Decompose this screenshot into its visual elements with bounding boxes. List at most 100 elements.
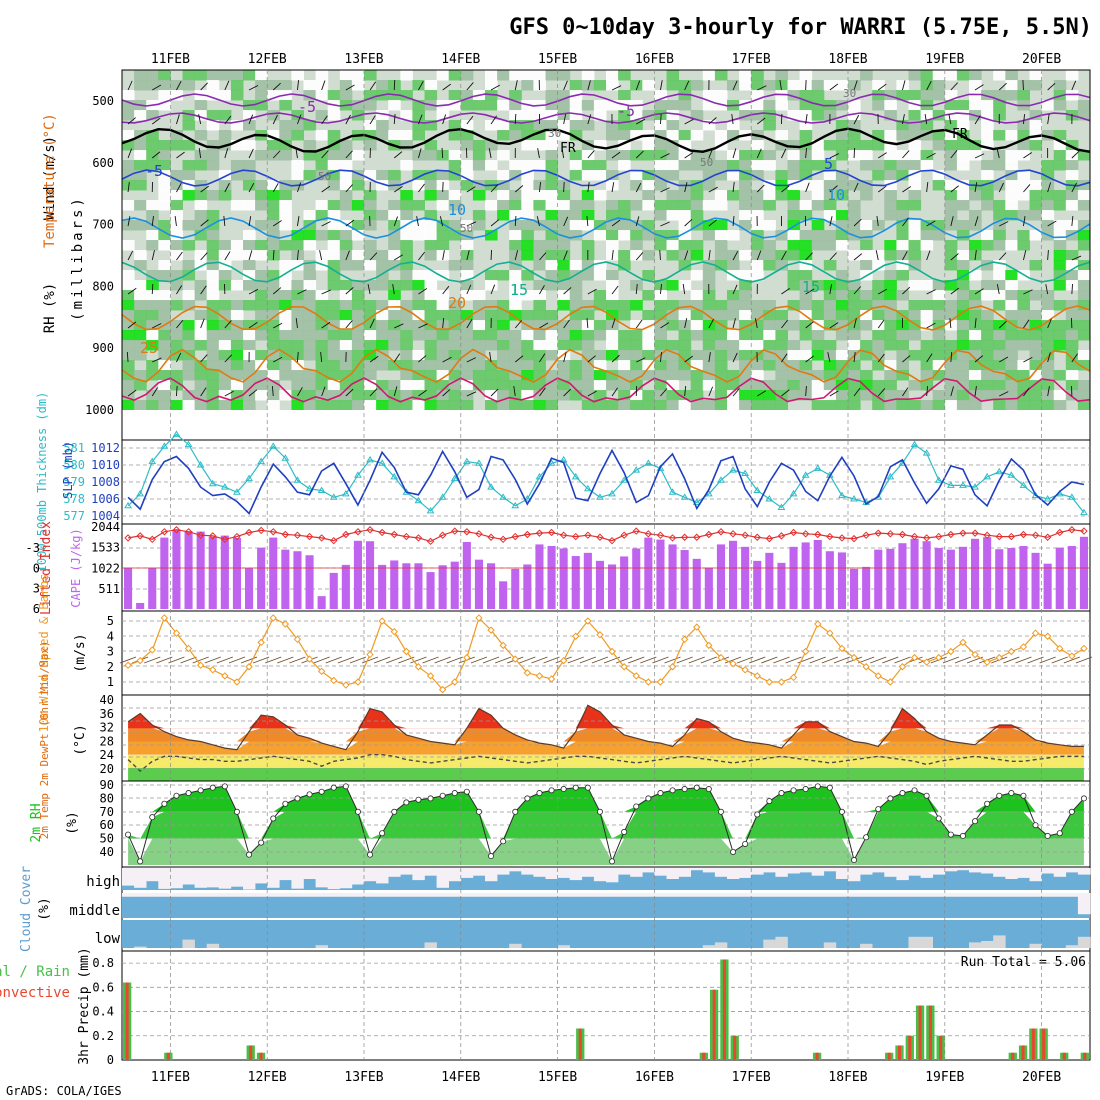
rh-cell (835, 190, 849, 201)
rh-cell (787, 110, 801, 121)
rh-cell (714, 360, 728, 371)
rh-cell (593, 290, 607, 301)
rh-cell (1053, 250, 1067, 261)
rh-cell (1053, 220, 1067, 231)
wind-barb (248, 182, 255, 193)
rh-cell (848, 140, 861, 151)
rh-cell (666, 360, 680, 371)
rh-cell (739, 300, 752, 311)
lifted-index-point (947, 530, 955, 539)
rh-cell (593, 80, 607, 91)
rh-cell (1017, 80, 1030, 91)
thickness-point (656, 464, 665, 471)
wind-barb (466, 284, 472, 295)
rh-cell (618, 160, 631, 171)
wind-barb (297, 114, 302, 125)
wind-barb (611, 318, 616, 329)
rh-cell (727, 130, 740, 141)
contour-line (121, 217, 1091, 239)
rh-cell (134, 250, 147, 261)
rh-cell (339, 310, 353, 321)
rh-cell (642, 220, 655, 231)
rh-cell (1005, 320, 1018, 331)
rh-cell (134, 220, 147, 231)
rh-cell (315, 290, 329, 301)
rh-cell (908, 380, 922, 391)
rh-cell (158, 260, 171, 271)
rh-cell (702, 400, 716, 411)
rh-cell (364, 380, 377, 391)
rh-cell (714, 350, 728, 361)
rh-cell (448, 230, 462, 241)
rh-cell (872, 330, 885, 341)
rh-cell (981, 330, 994, 341)
rh-cell (267, 320, 280, 331)
rh-cell (1017, 300, 1030, 311)
wind-barb (248, 288, 259, 295)
rh-cell (170, 270, 183, 281)
rh-cell (920, 80, 934, 91)
wind10m-barb (785, 656, 802, 664)
tick-label: 2 (107, 660, 114, 674)
rh-cell (569, 330, 583, 341)
rh-cell (412, 230, 425, 241)
rh-cell (460, 220, 474, 231)
rh-cell (1065, 310, 1079, 321)
cloud-units: (%) (37, 897, 52, 920)
wind-barb (635, 216, 640, 227)
rh-cell (872, 300, 885, 311)
rh-cell (1077, 110, 1091, 121)
rh-cell (315, 210, 329, 221)
rh-cell (485, 360, 498, 371)
wind-barb (321, 289, 331, 295)
wind-barb (853, 147, 856, 159)
rh-cell (497, 340, 510, 351)
rh-cell (956, 70, 970, 81)
rh-cell (848, 290, 861, 301)
cape-bar (232, 537, 241, 609)
rh-cell (1017, 150, 1030, 161)
cloud-bar (303, 893, 316, 897)
rh-cell (485, 230, 498, 241)
lifted-index-point (983, 531, 991, 539)
rh-cell (448, 100, 462, 111)
rh-cell (908, 250, 922, 261)
rh-cell (799, 100, 813, 111)
rh-cell (606, 210, 619, 221)
wind10m-point (1056, 644, 1064, 653)
contour-line (121, 261, 1091, 283)
rh-cell (230, 300, 244, 311)
rh-cell (581, 80, 595, 91)
rh-cell (593, 260, 607, 271)
wind-barb (345, 184, 353, 193)
rh-cell (642, 140, 655, 151)
rh-cell (412, 130, 425, 141)
rh-cell (835, 280, 849, 291)
cloud-bar (569, 893, 583, 897)
rh-cell (170, 280, 183, 291)
rh-cell (702, 270, 716, 281)
lifted-index-point (814, 530, 822, 539)
rh2m-point (209, 784, 216, 791)
rh-cell (763, 120, 776, 131)
rh-cell (122, 310, 135, 321)
precip-panel: 0.80.60.40.20 Run Total = 5.06 3hr Preci… (0, 947, 1091, 1067)
rh-cell (315, 130, 329, 141)
lifted-index-point (1019, 530, 1028, 539)
rh-cell (146, 370, 159, 381)
lifted-index-series (122, 526, 1090, 569)
rh-cell (255, 150, 268, 161)
rh-cell (848, 210, 861, 221)
rh-cell (1053, 140, 1067, 151)
rh-cell (533, 130, 546, 141)
rh-cell (956, 160, 970, 171)
rh-cell (1005, 360, 1018, 371)
lifted-index-point (136, 532, 144, 540)
rh-cell (194, 260, 208, 271)
rh-cell (956, 400, 970, 411)
wind-barb (418, 114, 423, 125)
rh-cell (376, 270, 389, 281)
date-label: 20FEB (1022, 1070, 1061, 1085)
wind10m-point (330, 676, 338, 685)
rh-cell (1041, 380, 1055, 391)
